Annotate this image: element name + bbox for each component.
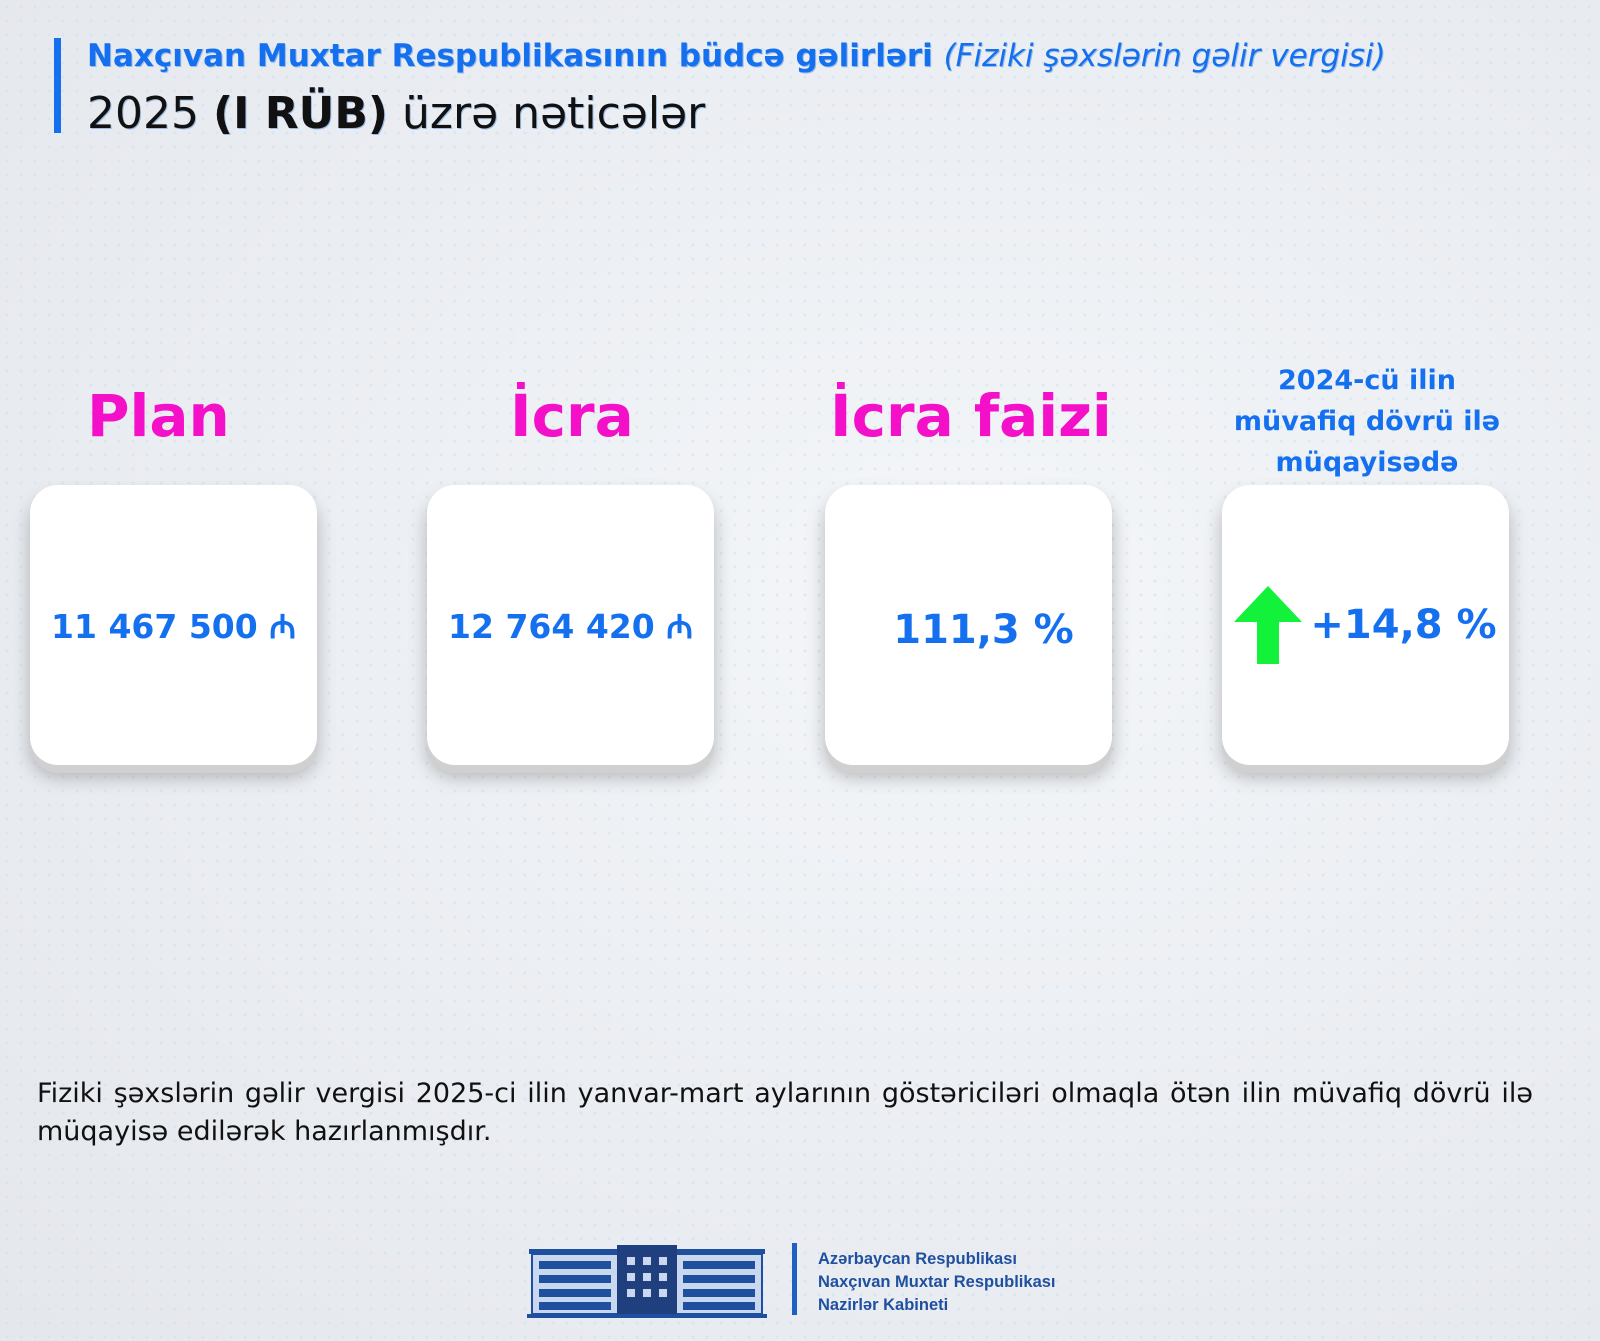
footer-divider <box>792 1243 797 1315</box>
building-logo <box>527 1245 767 1318</box>
comparison-heading: 2024-cü ilin müvafiq dövrü ilə müqayisəd… <box>1222 360 1512 483</box>
period: (I RÜB) <box>212 88 389 139</box>
plan-card: 11 467 500 ₼ <box>30 485 317 765</box>
arrow-up-icon <box>1234 586 1303 664</box>
comparison-value: +14,8 % <box>1310 602 1497 648</box>
icra-card: 12 764 420 ₼ <box>427 485 714 765</box>
plan-heading: Plan <box>87 382 230 450</box>
footer-line: Azərbaycan Respublikası <box>818 1250 1017 1268</box>
title-sub: (Fiziki şəxslərin gəlir vergisi) <box>943 38 1386 74</box>
comparison-line: müvafiq dövrü ilə <box>1233 406 1501 437</box>
icra-faizi-heading: İcra faizi <box>830 382 1112 450</box>
comparison-line: 2024-cü ilin <box>1278 365 1456 396</box>
comparison-card: +14,8 % <box>1222 485 1509 765</box>
plan-value: 11 467 500 ₼ <box>51 606 296 646</box>
page-subtitle: 2025 (I RÜB) üzrə nəticələr <box>87 88 705 139</box>
footer-organization: Azərbaycan Respublikası Naxçıvan Muxtar … <box>818 1248 1056 1317</box>
year: 2025 <box>87 88 199 139</box>
icra-value: 12 764 420 ₼ <box>448 606 693 646</box>
title-main: Naxçıvan Muxtar Respublikasının büdcə gə… <box>87 38 933 74</box>
footer-line: Naxçıvan Muxtar Respublikası <box>818 1273 1056 1291</box>
footer-line: Nazirlər Kabineti <box>818 1296 949 1314</box>
comparison-line: müqayisədə <box>1275 447 1459 478</box>
title-accent-bar <box>54 38 61 133</box>
subtitle-suffix: üzrə nəticələr <box>402 88 706 139</box>
description: Fiziki şəxslərin gəlir vergisi 2025-ci i… <box>37 1078 1533 1147</box>
page-title: Naxçıvan Muxtar Respublikasının büdcə gə… <box>87 38 1386 74</box>
icra-heading: İcra <box>510 382 634 450</box>
icra-faizi-value: 111,3 % <box>893 607 1074 653</box>
icra-faizi-card: 111,3 % <box>825 485 1112 765</box>
